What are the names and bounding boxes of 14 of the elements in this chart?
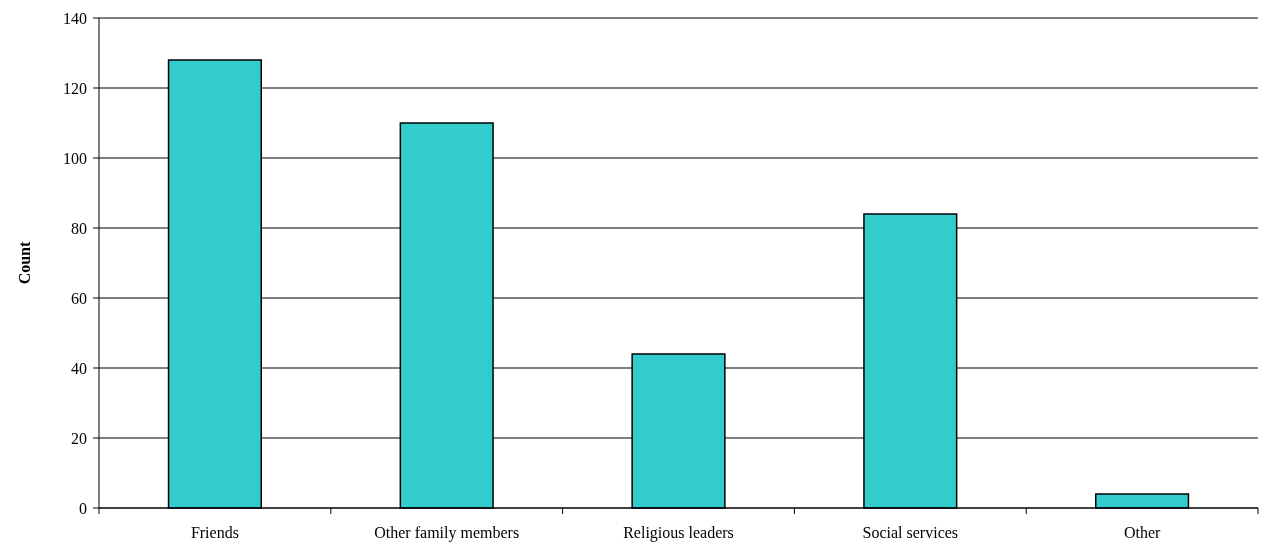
y-tick-label: 60	[71, 289, 87, 307]
y-tick-label: 80	[71, 219, 87, 237]
y-tick-label: 120	[63, 79, 87, 97]
y-tick-label: 100	[63, 149, 87, 167]
y-tick-label: 20	[71, 429, 87, 447]
x-tick-label: Social services	[862, 524, 959, 541]
x-tick-label: Other	[1123, 524, 1161, 541]
y-axis-title: Count	[16, 240, 33, 285]
x-tick-label: Friends	[190, 524, 239, 541]
x-tick-label: Other family members	[374, 524, 520, 542]
y-tick-label: 0	[79, 499, 87, 517]
y-tick-label: 40	[71, 359, 87, 377]
x-tick-label: Religious leaders	[623, 524, 734, 542]
y-tick-label: 140	[63, 9, 87, 27]
